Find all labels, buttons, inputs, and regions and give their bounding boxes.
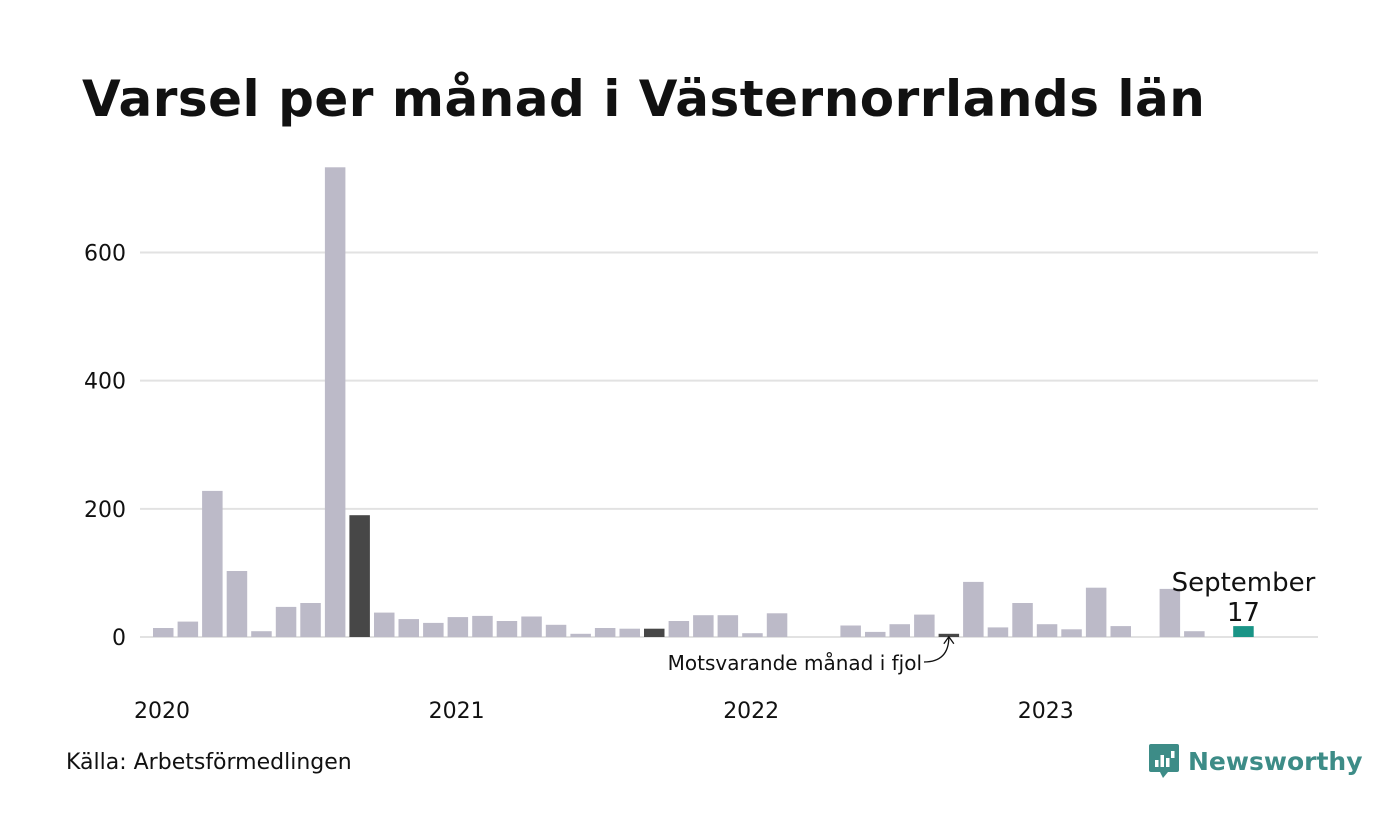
x-year-label: 2021 xyxy=(429,699,485,724)
bar xyxy=(1159,588,1181,637)
bar xyxy=(840,625,861,637)
bar xyxy=(202,490,223,637)
bar xyxy=(1184,631,1205,637)
bar xyxy=(153,628,174,637)
bar xyxy=(1036,624,1058,637)
bar xyxy=(349,515,370,637)
bar xyxy=(251,631,272,637)
bar xyxy=(447,617,469,637)
bar xyxy=(374,612,395,637)
bar xyxy=(324,167,346,638)
x-year-label: 2022 xyxy=(723,699,779,724)
x-axis-labels: 2020 2021 2022 2023 xyxy=(134,699,1074,724)
bar xyxy=(496,621,518,637)
bar xyxy=(717,615,739,637)
y-tick-label: 0 xyxy=(112,626,126,651)
bar xyxy=(226,571,248,637)
y-tick-label: 200 xyxy=(84,498,126,523)
bar xyxy=(275,606,297,637)
bar xyxy=(521,616,542,637)
bar xyxy=(668,621,690,637)
bar xyxy=(963,581,984,637)
bar xyxy=(545,624,567,637)
bar xyxy=(1085,587,1107,637)
bar xyxy=(398,619,419,637)
bar xyxy=(300,603,321,637)
y-tick-label: 600 xyxy=(84,242,126,267)
gridlines xyxy=(140,251,1318,638)
brand-name: Newsworthy xyxy=(1188,746,1363,776)
current-value-label: 17 xyxy=(1227,598,1260,628)
bar xyxy=(889,624,910,637)
bar xyxy=(644,628,665,637)
bar xyxy=(1110,626,1131,637)
bar xyxy=(987,627,1009,637)
y-tick-label: 400 xyxy=(84,370,126,395)
previous-year-annotation: Motsvarande månad i fjol xyxy=(668,651,922,675)
bar xyxy=(177,621,199,637)
x-year-label: 2023 xyxy=(1018,699,1074,724)
current-month-label: September xyxy=(1172,568,1316,598)
annotation-arrow xyxy=(923,636,950,663)
x-year-label: 2020 xyxy=(134,699,190,724)
bar xyxy=(938,633,960,637)
bar xyxy=(1012,603,1033,637)
bar xyxy=(1061,629,1082,637)
bar xyxy=(742,633,763,637)
brand-logo: Newsworthy xyxy=(1148,742,1363,780)
bar xyxy=(423,622,444,637)
bar xyxy=(594,628,616,637)
annotation-arrowhead-icon xyxy=(943,635,955,645)
y-axis-labels: 0 200 400 600 xyxy=(84,242,126,651)
bar xyxy=(693,615,714,637)
bar xyxy=(914,614,935,637)
bar xyxy=(472,615,493,637)
bar xyxy=(570,633,591,637)
chart-title: Varsel per månad i Västernorrlands län xyxy=(82,70,1206,128)
bars xyxy=(153,167,1254,638)
bar xyxy=(1233,626,1254,637)
bar xyxy=(865,631,886,637)
newsworthy-logo-icon xyxy=(1149,744,1179,778)
bar xyxy=(766,613,788,637)
source-note: Källa: Arbetsförmedlingen xyxy=(66,750,352,775)
bar xyxy=(619,628,640,637)
